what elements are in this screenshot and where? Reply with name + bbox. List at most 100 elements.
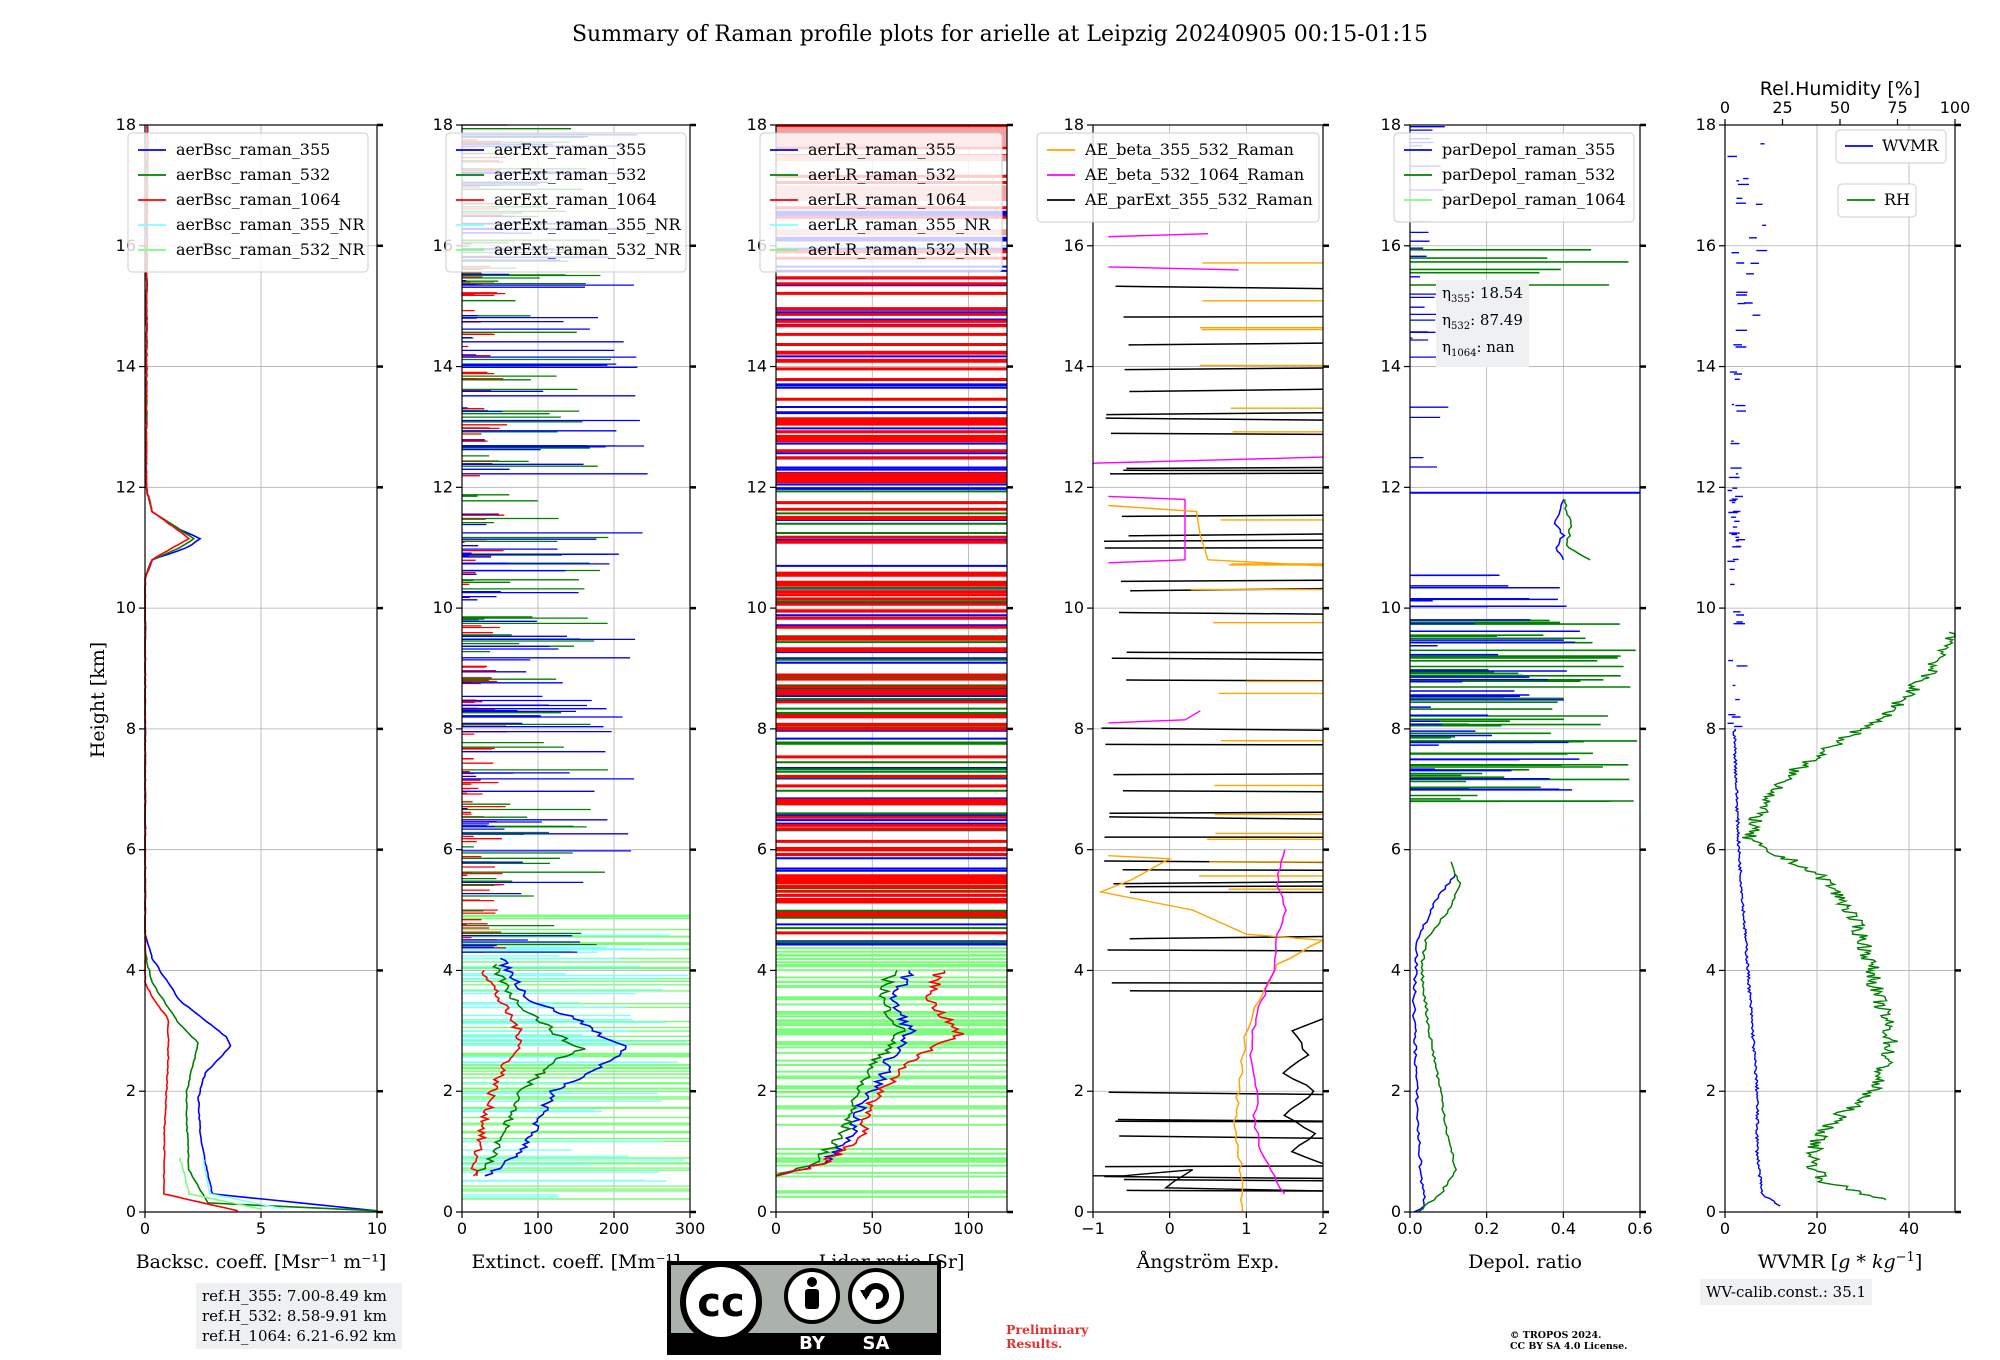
eta-calibration-box: η355: 18.54 η532: 87.49 η1064: nan <box>1436 280 1529 367</box>
ytick-label-3: 8 <box>1074 719 1084 738</box>
legend-label-0: aerBsc_raman_355_NR <box>176 215 365 234</box>
ytick-label-0: 0 <box>126 1202 136 1221</box>
legend-label-wvmr: WVMR <box>1882 136 1939 155</box>
ytick-label-3: 0 <box>1074 1202 1084 1221</box>
xtick-label-5: 40 <box>1899 1219 1919 1238</box>
legend-box-wvmr <box>1835 129 1947 164</box>
ytick-label-5: 6 <box>1706 840 1716 859</box>
ytick-label-1: 12 <box>433 477 453 496</box>
ytick-label-2: 4 <box>757 960 767 979</box>
ae-magenta-3 <box>1108 266 1239 271</box>
ae-magenta-4 <box>1108 710 1201 724</box>
legend-box-0 <box>127 132 369 273</box>
xtick-label-4: 0.2 <box>1474 1219 1499 1238</box>
ytick-label-5: 8 <box>1706 719 1716 738</box>
axes-frame-3 <box>1092 124 1324 1213</box>
legend-box-1 <box>445 132 687 273</box>
xlabel-1: Extinct. coeff. [Mm⁻¹] <box>471 1251 680 1273</box>
ext-nr355-lines <box>462 934 689 1198</box>
ytick-label-5: 18 <box>1696 115 1716 134</box>
ae-orange-cirrus <box>1108 504 1324 567</box>
ytick-label-2: 2 <box>757 1081 767 1100</box>
ytick-label-4: 16 <box>1381 236 1401 255</box>
series-aerExt_raman_1064 <box>470 969 524 1177</box>
legend-label-0: aerBsc_raman_355 <box>176 140 330 159</box>
ae-black-low2 <box>1163 1169 1324 1192</box>
xtick-label-3: 1 <box>1241 1219 1251 1238</box>
top-xtick-label: 75 <box>1887 98 1907 117</box>
ext-355-noise <box>462 134 648 953</box>
legend-label-2: aerLR_raman_532 <box>808 165 956 184</box>
xtick-label-4: 0.6 <box>1627 1219 1652 1238</box>
legend-label-rh: RH <box>1884 190 1910 209</box>
series-aerLR_raman_1064 <box>775 970 964 1177</box>
series-AE_beta_355_532_Raman <box>1233 939 1324 1213</box>
series-parDepol_raman_355 <box>1411 873 1456 1213</box>
legend-label-0: aerBsc_raman_532 <box>176 165 330 184</box>
ytick-label-3: 10 <box>1064 598 1084 617</box>
axes-frame-1 <box>461 124 691 1213</box>
ytick-label-4: 0 <box>1391 1202 1401 1221</box>
cc-text: cc <box>697 1280 744 1326</box>
legend-label-1: aerExt_raman_355 <box>494 140 647 159</box>
ytick-label-0: 14 <box>116 357 136 376</box>
ytick-label-2: 12 <box>747 477 767 496</box>
refh-line-532: ref.H_532: 8.58-9.91 km <box>202 1307 387 1325</box>
legend-label-2: aerLR_raman_532_NR <box>808 240 991 259</box>
xlabel-4: Depol. ratio <box>1468 1251 1582 1273</box>
legend-label-4: parDepol_raman_355 <box>1442 140 1615 159</box>
eta-532: η532: 87.49 <box>1442 311 1523 332</box>
ytick-label-0: 4 <box>126 960 136 979</box>
xlabel-3: Ångström Exp. <box>1136 1251 1280 1273</box>
series-parDepol_raman_355_cirrus <box>1553 499 1566 561</box>
ae-magenta-5 <box>1108 495 1186 564</box>
ytick-label-3: 14 <box>1064 357 1084 376</box>
series-aerLR_raman_355 <box>775 970 918 1177</box>
ytick-label-0: 2 <box>126 1081 136 1100</box>
axes-frame-4 <box>1409 124 1641 1213</box>
xtick-label-1: 100 <box>523 1219 554 1238</box>
wv-high-noise <box>1727 143 1768 728</box>
xtick-label-4: 0.0 <box>1397 1219 1422 1238</box>
ytick-label-1: 4 <box>443 960 453 979</box>
top-xtick-label: 25 <box>1772 98 1792 117</box>
legend-label-1: aerExt_raman_532_NR <box>494 240 682 259</box>
ytick-label-0: 18 <box>116 115 136 134</box>
ytick-label-0: 8 <box>126 719 136 738</box>
xtick-label-2: 50 <box>862 1219 882 1238</box>
ytick-label-5: 12 <box>1696 477 1716 496</box>
ytick-label-0: 6 <box>126 840 136 859</box>
copyright-line-1: © TROPOS 2024. <box>1510 1330 1602 1341</box>
ytick-label-0: 12 <box>116 477 136 496</box>
ytick-label-0: 10 <box>116 598 136 617</box>
ytick-label-1: 8 <box>443 719 453 738</box>
top-xtick-label: 50 <box>1830 98 1850 117</box>
wv-calibration-box: WV-calib.const.: 35.1 <box>1700 1279 1873 1305</box>
xtick-label-0: 10 <box>367 1219 387 1238</box>
legend-label-4: parDepol_raman_1064 <box>1442 190 1626 209</box>
refh-line-1064: ref.H_1064: 6.21-6.92 km <box>202 1327 397 1345</box>
ytick-label-2: 10 <box>747 598 767 617</box>
legend-label-1: aerExt_raman_355_NR <box>494 215 682 234</box>
ytick-label-4: 8 <box>1391 719 1401 738</box>
legend-label-1: aerExt_raman_1064 <box>494 190 657 209</box>
xtick-label-2: 100 <box>953 1219 984 1238</box>
dep-355-spikes <box>1410 574 1580 791</box>
ytick-label-1: 14 <box>433 357 453 376</box>
series-RH <box>1741 631 1956 1201</box>
preliminary-note: Preliminary Results. <box>1006 1323 1088 1351</box>
ae-parext-lines <box>1101 285 1324 1192</box>
series-aerBsc_raman_532_NR <box>178 1157 262 1210</box>
ytick-label-4: 4 <box>1391 960 1401 979</box>
ytick-label-3: 16 <box>1064 236 1084 255</box>
ytick-label-3: 6 <box>1074 840 1084 859</box>
xtick-label-3: −1 <box>1081 1219 1105 1238</box>
copyright-line-2: CC BY SA 4.0 License. <box>1510 1341 1628 1352</box>
legend-box-4 <box>1393 132 1635 223</box>
xtick-label-1: 300 <box>675 1219 706 1238</box>
xtick-label-5: 20 <box>1807 1219 1827 1238</box>
ae-orange-lines <box>1190 262 1323 890</box>
ytick-label-5: 2 <box>1706 1081 1716 1100</box>
eta-1064: η1064: nan <box>1442 338 1515 359</box>
ae-magenta-1 <box>1092 456 1324 464</box>
